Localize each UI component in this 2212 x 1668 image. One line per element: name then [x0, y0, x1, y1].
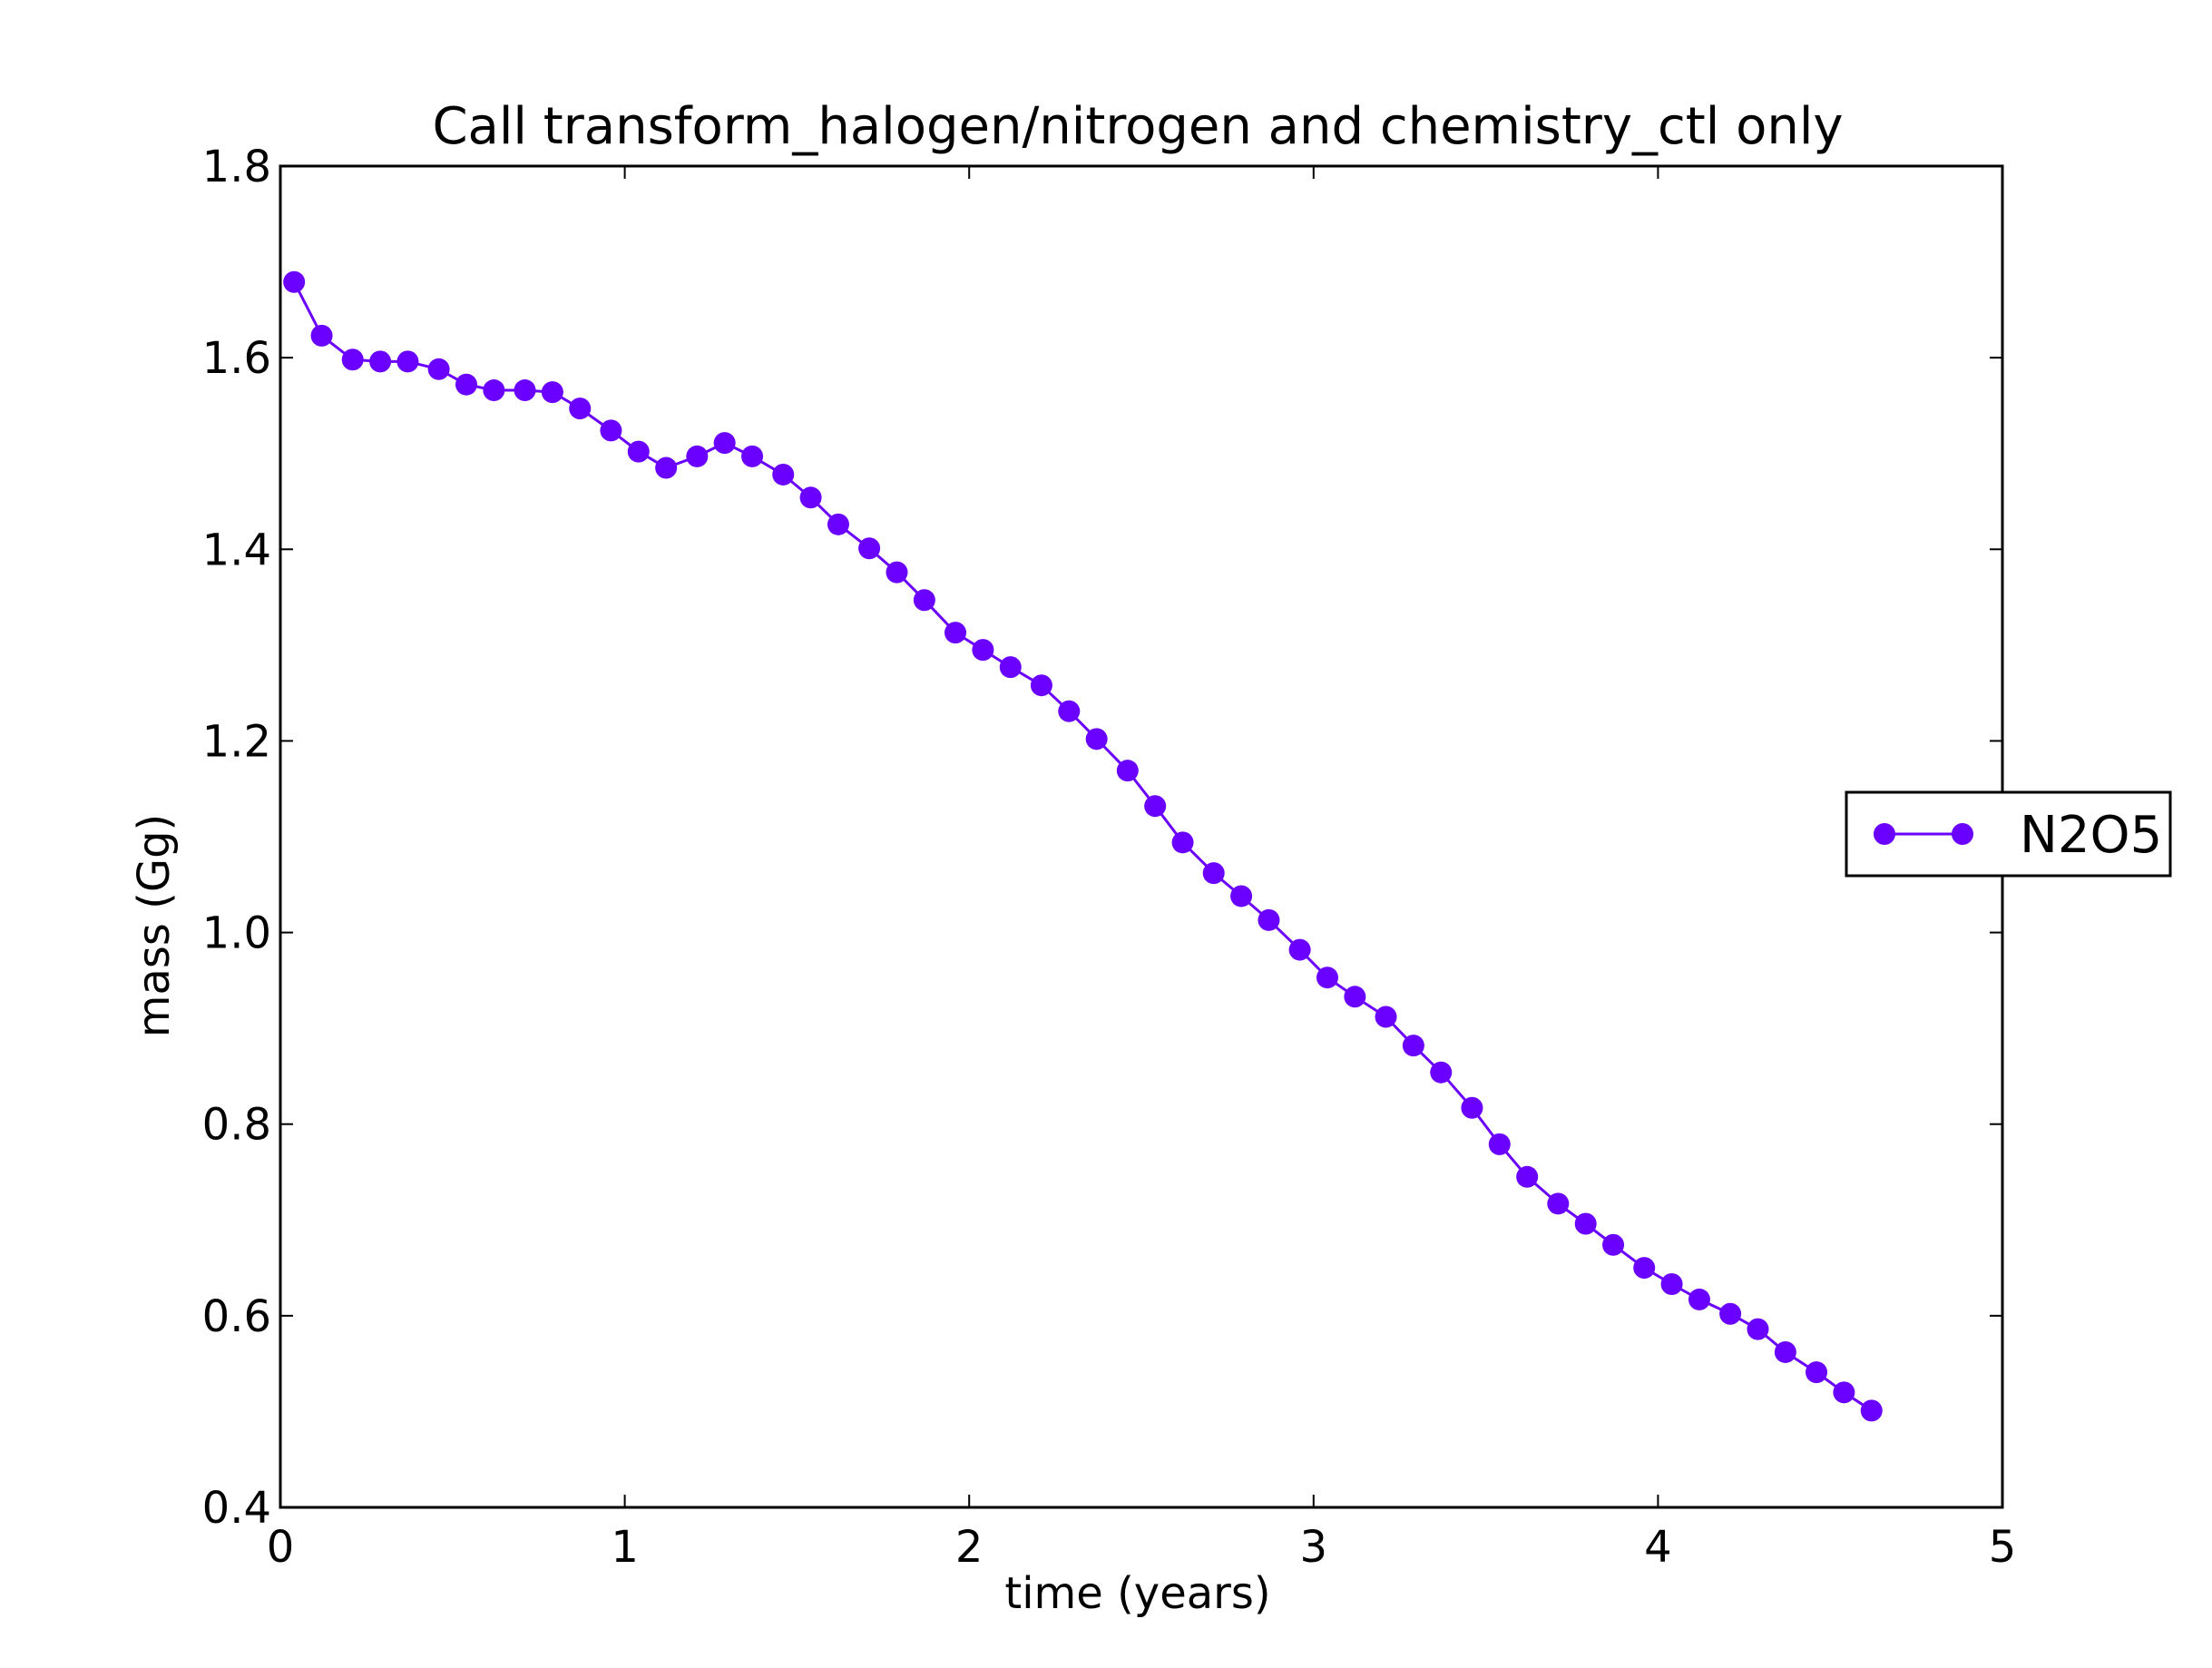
x-tick-label: 2 [955, 1522, 984, 1573]
y-tick-label: 0.6 [202, 1291, 271, 1342]
data-point [1430, 1061, 1453, 1084]
data-point [455, 373, 477, 396]
data-point [1660, 1273, 1683, 1296]
legend-label: N2O5 [2020, 806, 2162, 865]
data-point [1633, 1257, 1656, 1280]
data-point [1202, 862, 1225, 885]
data-point [1375, 1006, 1397, 1028]
data-point [1230, 885, 1253, 908]
data-point [1402, 1035, 1424, 1057]
data-point [772, 463, 795, 486]
data-point [1288, 938, 1311, 961]
data-point [1461, 1096, 1483, 1119]
data-point [858, 537, 881, 560]
legend-marker [1952, 823, 1973, 845]
data-point [972, 639, 994, 662]
x-tick-label: 5 [1989, 1522, 2017, 1573]
y-tick-label: 0.4 [202, 1483, 271, 1534]
series-line [292, 281, 1873, 1412]
data-point [1602, 1233, 1625, 1256]
chart-title: Call transform_halogen/nitrogen and chem… [432, 97, 1843, 156]
data-point [713, 432, 736, 455]
data-point [1344, 986, 1366, 1008]
y-tick-label: 1.0 [202, 908, 271, 959]
data-point [369, 350, 392, 373]
axes-frame [279, 164, 2004, 1509]
data-point [1516, 1165, 1539, 1188]
data-point [886, 561, 908, 584]
data-point [827, 513, 849, 535]
data-point [913, 589, 935, 612]
data-point [1719, 1302, 1742, 1325]
data-point [1085, 728, 1108, 751]
data-point [799, 486, 822, 509]
data-point [600, 419, 622, 442]
data-point [741, 445, 764, 467]
data-point [1774, 1340, 1796, 1363]
data-point [1258, 908, 1280, 931]
y-tick-label: 1.4 [202, 525, 271, 575]
x-tick-label: 1 [611, 1522, 639, 1573]
x-axis-label: time (years) [1004, 1568, 1270, 1619]
x-tick-label: 0 [267, 1522, 295, 1573]
data-point [341, 348, 364, 371]
data-point [427, 358, 450, 380]
x-tick-label: 4 [1644, 1522, 1672, 1573]
data-point [1144, 795, 1167, 818]
y-axis-label: mass (Gg) [129, 814, 180, 1038]
data-point [1116, 760, 1139, 782]
data-point [1030, 674, 1052, 697]
data-point [283, 270, 306, 293]
plot-area: 0 1 2 3 4 5 0.4 0.6 0.8 1.0 1.2 1.4 1.6 1.8 [202, 142, 2017, 1573]
data-point [1547, 1192, 1570, 1215]
data-point [396, 350, 419, 373]
data-point [310, 324, 333, 347]
data-point [627, 440, 650, 463]
data-point [483, 379, 505, 402]
data-point [1806, 1361, 1828, 1384]
data-point [569, 397, 592, 420]
data-point [1860, 1399, 1883, 1422]
data-point [1316, 966, 1338, 989]
y-tick-label: 1.8 [202, 142, 271, 192]
data-point [945, 622, 967, 644]
data-point [1058, 700, 1081, 722]
data-point [1171, 831, 1194, 854]
y-tick-label: 1.2 [202, 716, 271, 767]
data-point [1833, 1381, 1855, 1404]
data-point [1747, 1318, 1769, 1340]
y-tick-label: 1.6 [202, 333, 271, 384]
data-point [541, 381, 563, 404]
data-point [999, 656, 1022, 679]
data-point [1688, 1288, 1710, 1310]
data-point [1574, 1212, 1597, 1235]
data-point [686, 445, 709, 467]
data-point [514, 379, 536, 402]
data-point [1488, 1133, 1511, 1155]
legend-marker [1874, 823, 1895, 845]
legend: N2O5 [1845, 790, 2172, 878]
y-tick-label: 0.8 [202, 1100, 271, 1151]
x-tick-label: 3 [1300, 1522, 1328, 1573]
data-point [655, 456, 678, 479]
